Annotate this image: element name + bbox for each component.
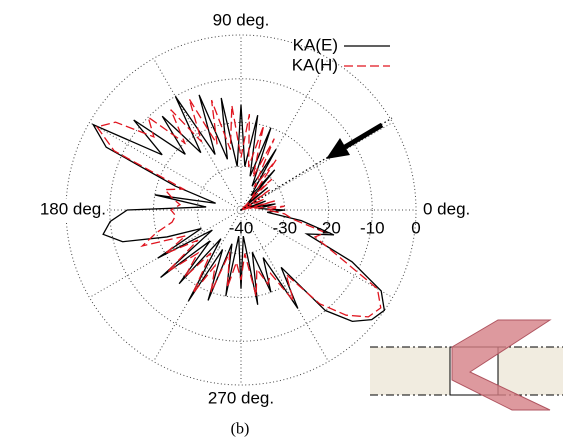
r-tick-label: -20 [316,218,341,237]
series-line [93,95,384,321]
grid-spoke [241,123,393,211]
grid-spoke [154,58,242,210]
legend-label: KA(H) [292,55,338,74]
chart: -40 -30 -20 -10 00 deg. 90 deg. 180 deg. 270 de… [0,0,563,437]
r-tick-label: -10 [360,218,385,237]
theta-tick-label: 180 deg. [40,199,106,218]
theta-tick-label: 90 deg. [213,10,270,29]
theta-tick-label: 0 deg. [423,199,470,218]
series [93,95,384,321]
incidence-arrow [345,125,382,147]
caption: (b) [231,421,250,437]
r-tick-label: 0 [411,218,420,237]
legend-label: KA(E) [293,35,338,54]
r-tick-label: -40 [229,218,254,237]
theta-tick-label: 270 deg. [208,388,274,407]
inset-diagram [370,320,563,410]
r-tick-label: -30 [272,218,297,237]
